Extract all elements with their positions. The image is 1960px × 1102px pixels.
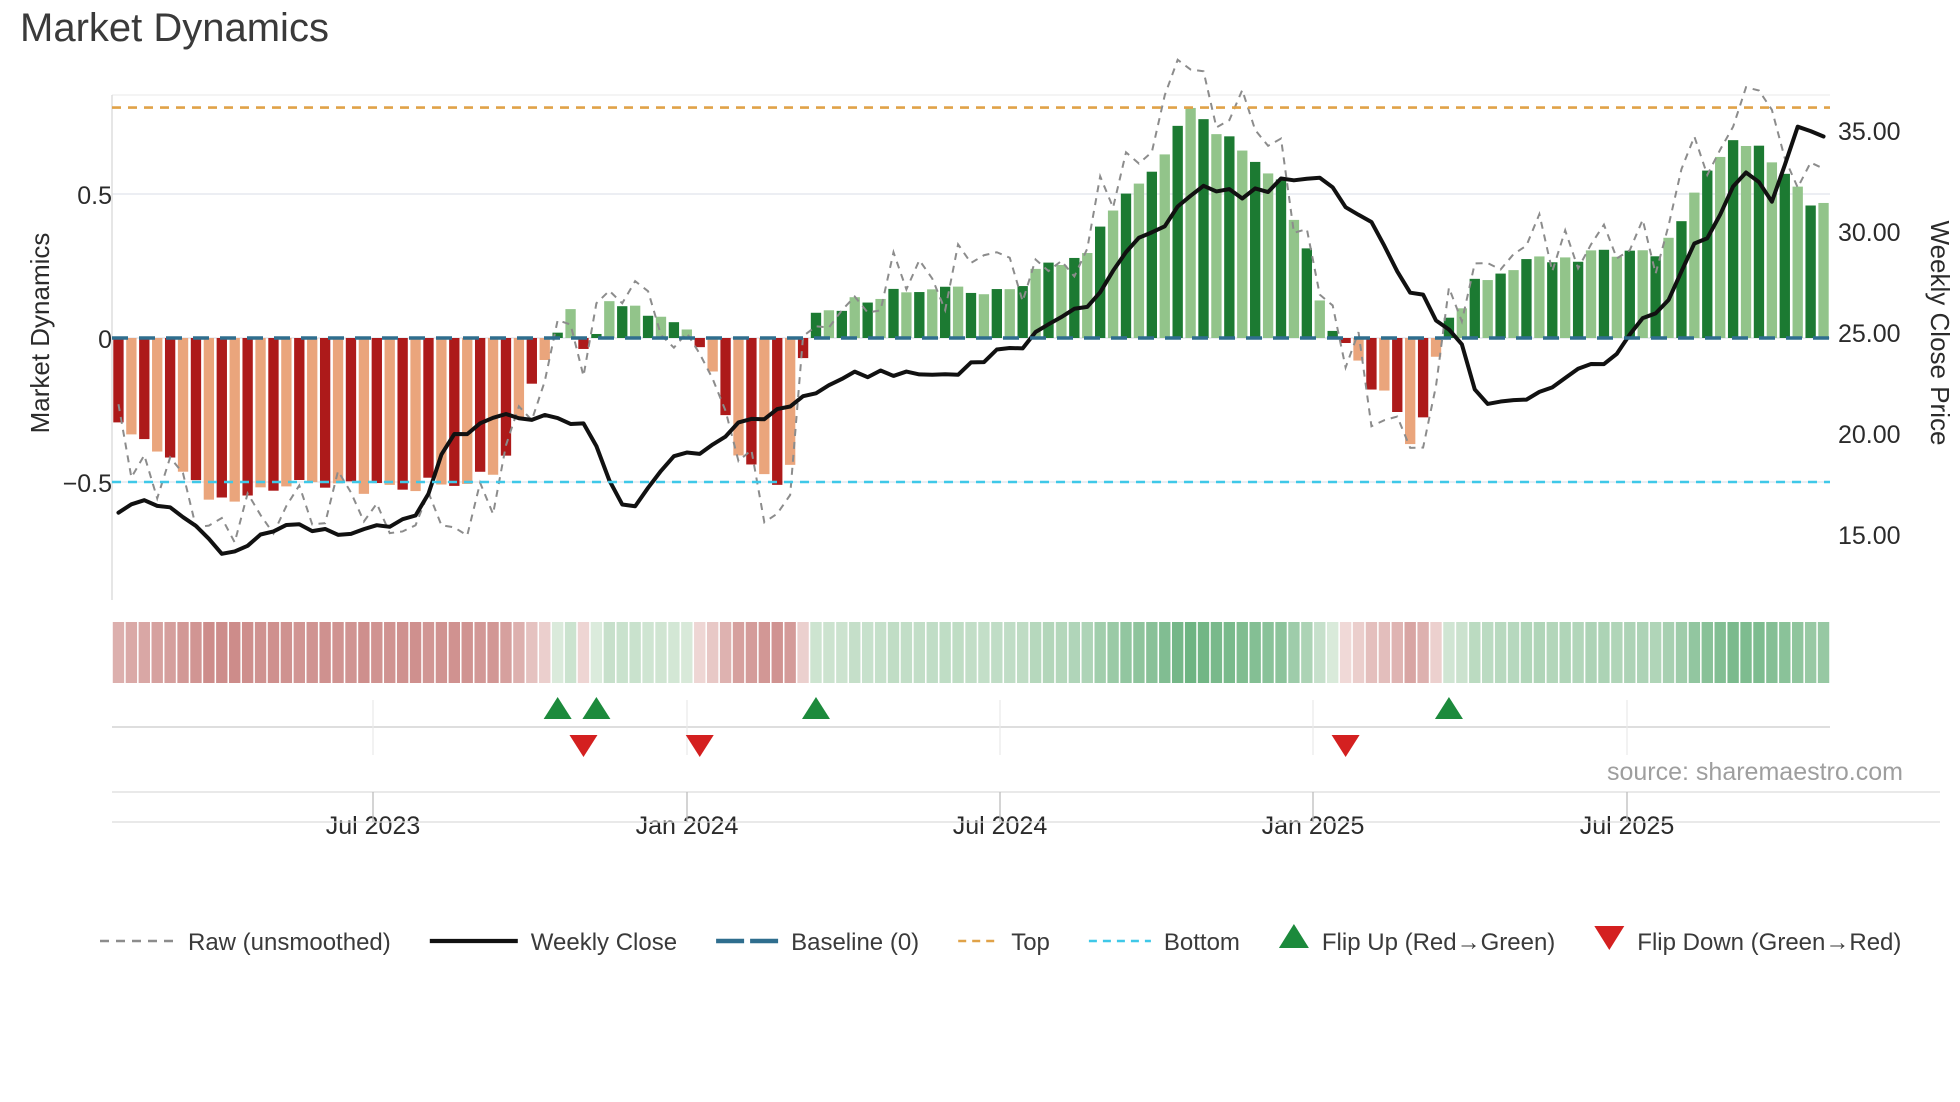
svg-text:Bottom: Bottom bbox=[1164, 929, 1240, 956]
svg-text:Baseline (0): Baseline (0) bbox=[791, 929, 919, 956]
svg-text:Raw (unsmoothed): Raw (unsmoothed) bbox=[188, 929, 391, 956]
svg-text:Weekly Close: Weekly Close bbox=[531, 929, 677, 956]
svg-text:Flip Up (Red→Green): Flip Up (Red→Green) bbox=[1322, 929, 1555, 956]
svg-text:Flip Down (Green→Red): Flip Down (Green→Red) bbox=[1637, 929, 1901, 956]
svg-text:Top: Top bbox=[1011, 929, 1050, 956]
